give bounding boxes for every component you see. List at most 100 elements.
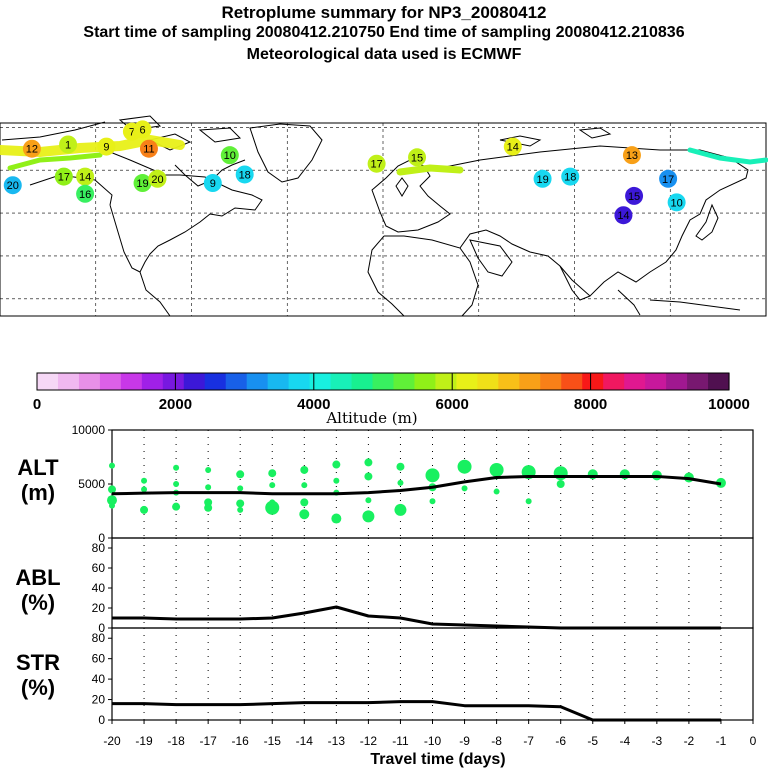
map-point — [503, 137, 522, 156]
coast-indonesia — [649, 299, 741, 311]
colorbar-swatch — [519, 373, 541, 390]
map-point-label: 20 — [151, 174, 163, 186]
colorbar-swatch — [309, 373, 332, 390]
met-data-line: Meteorological data used is ECMWF — [246, 46, 522, 63]
map-point — [235, 165, 254, 184]
map-point — [148, 169, 167, 188]
colorbar-swatch — [37, 373, 59, 390]
colorbar-swatch — [624, 373, 646, 390]
colorbar-swatch — [498, 373, 520, 390]
map-point-label: 15 — [628, 191, 640, 203]
map-point-label: 9 — [210, 178, 216, 190]
coast-europe — [371, 159, 451, 233]
map-point — [614, 206, 633, 225]
colorbar-swatch — [141, 373, 164, 390]
colorbar-swatch — [708, 373, 730, 390]
map-point — [76, 167, 95, 186]
map-point-label: 20 — [7, 180, 19, 192]
colorbar-tick-label: 0 — [33, 396, 41, 413]
colorbar-tick-label: 6000 — [436, 396, 469, 413]
map-point — [667, 193, 686, 212]
map-point — [561, 167, 580, 186]
colorbar-swatch — [414, 373, 437, 390]
colorbar-swatch — [246, 373, 269, 390]
colorbar-swatch — [477, 373, 499, 390]
colorbar-swatch — [120, 373, 143, 390]
map-point — [76, 184, 95, 203]
colorbar-swatch — [267, 373, 290, 390]
map-point — [133, 174, 152, 193]
colorbar-swatch — [582, 373, 604, 390]
colorbar-swatch — [183, 373, 206, 390]
colorbar-swatch — [393, 373, 416, 390]
map-point-label: 13 — [626, 150, 638, 162]
map-point-label: 9 — [103, 142, 109, 154]
map-point-label: 17 — [662, 174, 674, 186]
colorbar-swatch — [288, 373, 311, 390]
map-point-label: 1 — [65, 139, 71, 151]
map-point-label: 10 — [224, 150, 236, 162]
coast-greenland — [249, 123, 323, 183]
colorbar-swatch — [666, 373, 688, 390]
map-point-label: 11 — [143, 144, 154, 156]
colorbar-swatch — [687, 373, 709, 390]
coast-north-america — [1, 121, 263, 317]
colorbar-swatch — [162, 373, 185, 390]
map-point — [59, 135, 78, 154]
map-point-label: 7 — [129, 127, 135, 139]
coast-africa — [367, 235, 479, 317]
map-point-label: 18 — [239, 169, 251, 181]
colorbar-swatch — [57, 373, 80, 390]
colorbar-swatch — [561, 373, 583, 390]
colorbar-tick-label: 10000 — [708, 396, 750, 413]
colorbar-frame — [36, 372, 730, 391]
map-point — [408, 148, 427, 167]
colorbar-swatch — [351, 373, 374, 390]
coast-india — [559, 265, 591, 301]
map-point-label: 6 — [139, 124, 145, 136]
colorbar-tick-label: 2000 — [159, 396, 192, 413]
map-point-label: 19 — [536, 174, 548, 186]
map-point-label: 14 — [507, 142, 519, 154]
map-point-label: 12 — [26, 144, 38, 156]
colorbar-swatch — [540, 373, 562, 390]
map-point — [367, 154, 386, 173]
colorbar-swatch — [372, 373, 395, 390]
map-point — [220, 146, 239, 165]
colorbar-swatch — [204, 373, 227, 390]
altitude-colorbar: 0 2000 4000 6000 8000 10000 Altitude (m) — [33, 372, 750, 427]
map-point — [97, 137, 116, 156]
plume-track-2 — [7, 152, 103, 171]
plume-track-4 — [687, 147, 768, 165]
colorbar-swatch — [456, 373, 478, 390]
map-point-label: 16 — [79, 189, 91, 201]
map-point — [659, 169, 678, 188]
map-point — [625, 186, 644, 205]
chart-title: Retroplume summary for NP3_20080412 — [221, 3, 547, 22]
map-point — [54, 167, 73, 186]
map-point — [139, 139, 158, 158]
coast-japan — [695, 203, 719, 241]
colorbar-tick-label: 4000 — [297, 396, 330, 413]
map-point — [3, 176, 22, 195]
colorbar-swatch — [78, 373, 101, 390]
coast-arctic-islands — [118, 115, 612, 151]
colorbar-tick-labels: 0 2000 4000 6000 8000 10000 — [33, 396, 750, 413]
plume-track-3 — [396, 164, 464, 176]
colorbar-swatch — [330, 373, 353, 390]
coast-sumatra — [617, 289, 641, 316]
coast-britain — [395, 177, 409, 197]
sampling-times: Start time of sampling 20080412.210750 E… — [83, 24, 685, 41]
colorbar-title: Altitude (m) — [325, 409, 417, 427]
map-point — [133, 120, 152, 139]
map-point-label: 17 — [58, 172, 70, 184]
colorbar-dividers — [174, 373, 592, 390]
colorbar-swatch — [225, 373, 248, 390]
map-point-label: 14 — [617, 210, 629, 222]
colorbar-swatches — [37, 373, 730, 390]
map-point — [22, 139, 41, 158]
colorbar-swatch — [99, 373, 122, 390]
colorbar-swatch — [645, 373, 667, 390]
map-point — [533, 169, 552, 188]
colorbar-swatch — [435, 373, 457, 390]
